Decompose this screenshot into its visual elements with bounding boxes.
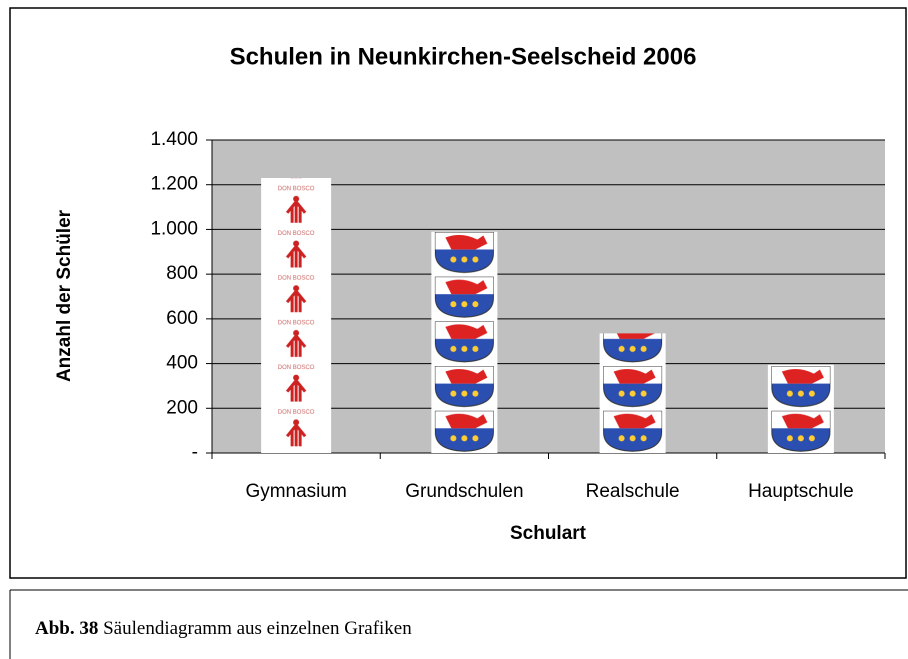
- caption-label: Abb. 38: [35, 618, 99, 639]
- y-tick-label: 200: [166, 397, 198, 418]
- y-tick-label: 800: [166, 263, 198, 284]
- y-tick-label: 1.400: [150, 129, 198, 150]
- bar: [261, 178, 332, 453]
- caption-text: Säulendiagramm aus einzelnen Grafiken: [103, 618, 412, 639]
- frame: [9, 7, 907, 579]
- bar: [767, 364, 834, 453]
- y-tick-label: 600: [166, 308, 198, 329]
- x-tick-label: Grundschulen: [405, 481, 523, 502]
- chart-title: Schulen in Neunkirchen-Seelscheid 2006: [230, 43, 697, 70]
- y-tick-label: 1.200: [150, 174, 198, 195]
- x-tick-label: Gymnasium: [245, 481, 346, 502]
- x-axis-label: Schulart: [510, 523, 587, 544]
- bar: [599, 333, 666, 453]
- bar: [431, 231, 498, 453]
- x-tick-label: Realschule: [586, 481, 680, 502]
- y-tick-label: 1.000: [150, 218, 198, 239]
- x-tick-label: Hauptschule: [748, 481, 854, 502]
- caption: Abb. 38 Säulendiagramm aus einzelnen Gra…: [35, 618, 412, 640]
- y-tick-label: -: [192, 442, 198, 463]
- y-axis-label: Anzahl der Schüler: [54, 209, 75, 382]
- y-tick-label: 400: [166, 353, 198, 374]
